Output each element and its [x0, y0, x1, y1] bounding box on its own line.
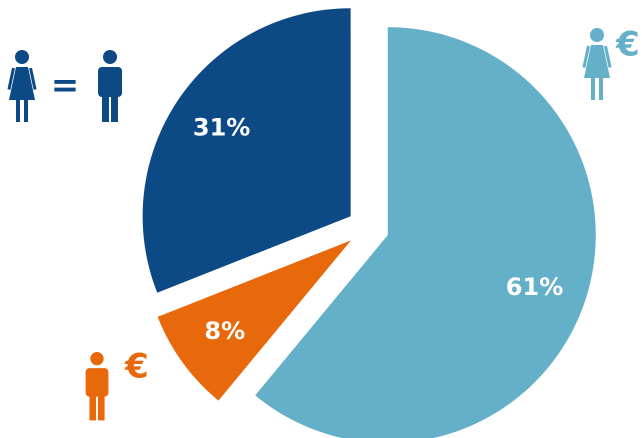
annotation: €	[615, 25, 640, 65]
female-icon	[582, 28, 612, 100]
value-label: 31%	[193, 114, 250, 142]
pie-slice	[157, 240, 352, 401]
female-icon	[7, 50, 37, 122]
pie-slice	[255, 27, 596, 438]
value-label: 8%	[204, 317, 245, 345]
annotation: €	[124, 347, 149, 387]
pie-slice	[142, 8, 351, 293]
male-icon	[85, 352, 109, 421]
male-icon	[98, 50, 122, 122]
annotation: =	[51, 66, 80, 106]
value-label: 61%	[506, 273, 563, 301]
